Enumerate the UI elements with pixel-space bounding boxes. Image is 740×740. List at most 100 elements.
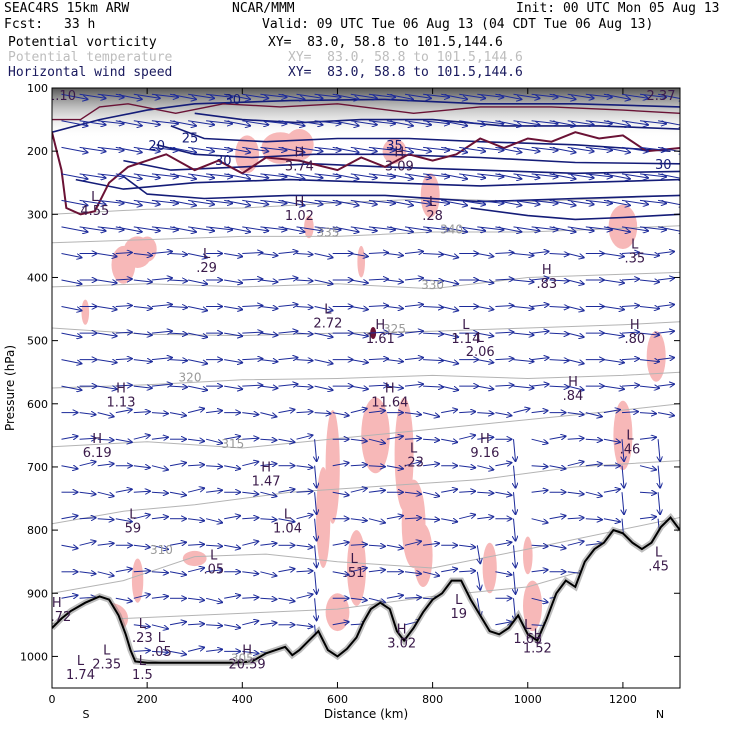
wind-vector [350, 439, 367, 441]
wind-vector [260, 412, 276, 417]
wind-vector [368, 385, 388, 386]
wind-speed-line [470, 207, 680, 221]
wind-vector [224, 93, 250, 99]
wind-vector [296, 360, 313, 361]
wind-vector [603, 254, 624, 257]
wind-vector [332, 226, 359, 232]
wind-vector [422, 491, 439, 496]
wind-vector [459, 199, 485, 204]
wind-vector [79, 226, 106, 231]
wind-vector [567, 173, 594, 178]
wind-vector [97, 174, 124, 177]
wind-vector [386, 386, 403, 388]
wind-vector [169, 254, 187, 255]
wind-vector [549, 254, 569, 255]
wind-vector [386, 333, 403, 335]
wind-vector [531, 518, 548, 523]
wind-vector [97, 543, 114, 545]
wind-vector [603, 360, 624, 363]
wind-vector [603, 386, 624, 389]
wind-vector [621, 332, 639, 333]
wind-vector [585, 121, 612, 124]
extremum-kind: H [92, 432, 102, 447]
wind-vector [188, 465, 204, 466]
wind-vector [477, 545, 480, 563]
extremum-kind: L [631, 237, 639, 252]
x-tick-label: 400 [232, 693, 253, 706]
pv-fill-blob [285, 129, 314, 161]
wind-vector [151, 278, 172, 280]
wind-vector [404, 278, 423, 280]
extremum-value: 1.04 [273, 522, 302, 537]
wind-vector [260, 491, 276, 496]
wind-vector [169, 651, 186, 654]
wind-vector [386, 173, 413, 179]
terrain-mask [52, 517, 680, 688]
extremum-value: 2.35 [92, 657, 121, 672]
wind-vector [603, 519, 620, 522]
wind-vector [115, 199, 142, 205]
wind-vector [224, 333, 242, 336]
wind-vector [658, 358, 674, 360]
wind-vector [133, 650, 150, 651]
wind-vector [441, 146, 467, 152]
wind-vector [495, 93, 521, 99]
wind-vector [151, 437, 168, 439]
extremum-value: 11.64 [371, 395, 408, 410]
wind-vector [61, 306, 82, 311]
wind-vector [404, 541, 421, 546]
wind-vector [585, 412, 602, 417]
theta-contour-label: 340 [440, 222, 463, 236]
wind-vector [567, 541, 584, 546]
wind-vector [603, 280, 624, 283]
wind-vector [459, 173, 485, 178]
field-xy-theta: XY= 83.0, 58.8 to 101.5,144.6 [288, 50, 523, 65]
wind-vector [205, 438, 222, 443]
wind-vector [242, 621, 258, 626]
wind-vector [368, 174, 395, 177]
theta-line [52, 371, 680, 389]
wind-vector [133, 280, 152, 282]
pv-fill-blob [523, 536, 533, 575]
wind-vector [61, 385, 82, 390]
wind-vector [187, 385, 207, 390]
wind-vector [477, 492, 493, 493]
wind-vector [315, 598, 317, 620]
wind-vector [477, 94, 503, 97]
wind-vector [206, 121, 232, 124]
wind-vector [278, 489, 295, 492]
wind-vector [404, 492, 421, 494]
wind-vector [188, 624, 204, 625]
wind-vector [224, 595, 240, 598]
extremum-kind: H [242, 643, 252, 658]
wind-vector [441, 385, 458, 390]
wind-vector [368, 359, 388, 360]
wind-vector [314, 94, 341, 97]
wind-vector [639, 121, 666, 124]
wind-vector [224, 120, 250, 126]
wind-vector [260, 307, 277, 309]
wind-vector [639, 492, 656, 493]
wind-vector [441, 359, 458, 364]
wind-vector [513, 409, 530, 414]
wind-vector [404, 305, 423, 307]
wind-vector [404, 199, 431, 204]
wind-vector [242, 173, 268, 178]
wind-vector [187, 409, 204, 414]
wind-vector [386, 254, 403, 256]
wind-vector [567, 120, 594, 125]
wind-vector [567, 413, 584, 415]
extremum-kind: L [524, 618, 532, 633]
wind-vector [115, 519, 132, 522]
wind-vector [459, 412, 475, 413]
wind-vector [187, 359, 207, 364]
wind-vector [495, 622, 511, 625]
wind-vector [423, 439, 439, 440]
wind-vector [115, 146, 142, 152]
wind-vector [477, 360, 493, 363]
wind-vector [133, 466, 150, 468]
extrema-labels: H1.10H2.37H3.74H3.09L4.55H1.02L.28L.35L.… [52, 88, 675, 683]
wind-vector [513, 360, 534, 362]
terrain-line [52, 515, 680, 664]
wind-vector [242, 462, 258, 467]
